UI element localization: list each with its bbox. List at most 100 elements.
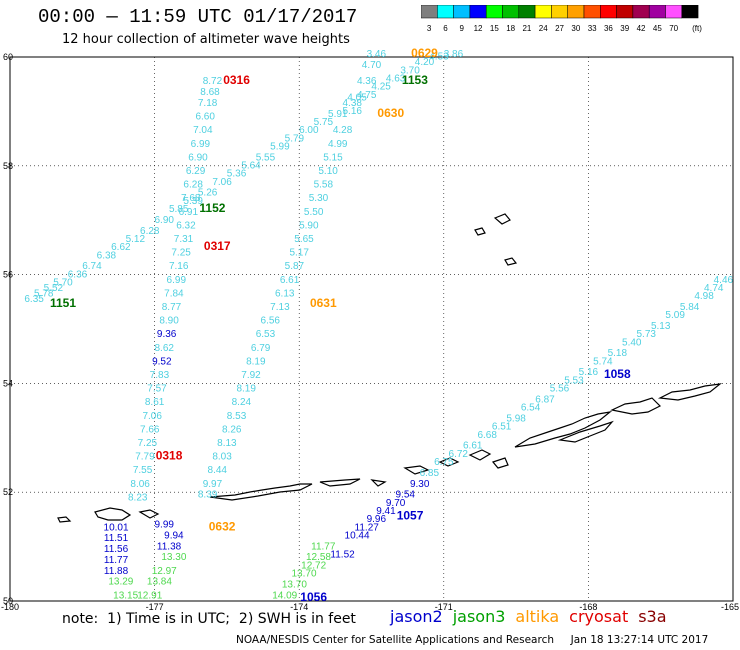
wave-height-value: 6.35 [24, 294, 44, 305]
wave-height-value: 7.57 [147, 384, 167, 395]
wave-height-value: 10.01 [104, 522, 129, 533]
page-title: 00:00 — 11:59 UTC 01/17/2017 [38, 6, 358, 28]
wave-height-value: 7.31 [174, 234, 194, 245]
wave-height-value: 5.90 [299, 220, 319, 231]
wave-height-value: 7.92 [241, 370, 261, 381]
wave-height-value: 7.84 [164, 288, 184, 299]
wave-height-value: 4.63 [386, 73, 406, 84]
wave-height-value: 7.18 [198, 98, 218, 109]
wave-height-value: 3.86 [444, 49, 464, 60]
legend-entry-altika: altika [515, 607, 560, 626]
pass-time-label: 0632 [209, 519, 236, 533]
wave-height-value: 8.24 [232, 397, 252, 408]
wave-height-value: 12.58 [306, 552, 331, 563]
wave-height-value: 6.56 [261, 316, 281, 327]
scale-label: 24 [539, 24, 548, 33]
wave-height-value: 6.61 [463, 441, 483, 452]
wave-height-value: 6.79 [251, 343, 271, 354]
wave-height-value: 6.91 [179, 207, 199, 218]
wave-height-value: 6.90 [155, 215, 175, 226]
lon-tick-label: -180 [1, 602, 19, 612]
pass-time-label: 0316 [223, 73, 250, 87]
pass-time-label: 0631 [310, 296, 337, 310]
wave-height-value: 6.74 [82, 261, 102, 272]
pass-time-label: 1151 [50, 296, 76, 310]
wave-height-value: 5.85 [169, 204, 189, 215]
wave-height-value: 5.70 [53, 277, 73, 288]
map-frame [9, 56, 734, 602]
scale-label: 36 [604, 24, 613, 33]
wave-height-value: 4.25 [371, 82, 391, 93]
wave-height-value: 8.53 [227, 411, 247, 422]
lon-tick-label: -168 [579, 602, 597, 612]
wave-height-value: 11.88 [104, 566, 129, 577]
wave-height-value: 6.28 [183, 180, 203, 191]
wave-height-value: 8.19 [246, 356, 266, 367]
wave-height-value: 6.72 [449, 449, 469, 460]
wave-height-value: 7.04 [193, 125, 213, 136]
scale-swatch [681, 5, 699, 19]
wave-height-value: 6.60 [195, 112, 215, 123]
lat-tick-label: 50 [3, 596, 13, 606]
lat-tick-label: 52 [3, 487, 13, 497]
wave-height-value: 7.06 [142, 411, 162, 422]
scale-label: 6 [443, 24, 448, 33]
satellite-tracks: 6.355.785.525.706.366.746.386.625.126.28… [24, 49, 733, 601]
pass-time-labels: 0316 0317 0318 0629 0630 0631 0632 1151 1152 1153… [50, 46, 631, 604]
scale-label: 33 [588, 24, 597, 33]
coastline [57, 213, 723, 523]
wave-height-value: 5.91 [328, 109, 348, 120]
frame-border [9, 56, 734, 602]
lon-tick-label: -174 [290, 602, 308, 612]
wave-height-value: 6.61 [280, 275, 300, 286]
scale-label: 15 [490, 24, 499, 33]
wave-height-value: 5.15 [323, 152, 343, 163]
wave-height-value: 8.61 [145, 397, 165, 408]
wave-height-value: 8.77 [162, 302, 182, 313]
wave-height-value: 4.75 [357, 90, 377, 101]
wave-height-value: 4.98 [694, 291, 714, 302]
scale-label: 3 [427, 24, 432, 33]
wave-height-value: 5.56 [550, 384, 570, 395]
legend-entry-jason3: jason3 [452, 607, 506, 626]
scale-label: 30 [571, 24, 580, 33]
wave-height-value: 7.55 [133, 465, 153, 476]
wave-height-value: 5.10 [318, 166, 338, 177]
wave-height-value: 7.16 [169, 261, 189, 272]
wave-height-value: 6.90 [188, 152, 208, 163]
scale-label: 45 [653, 24, 662, 33]
wave-height-value: 10.44 [345, 530, 370, 541]
wave-height-value: 5.13 [651, 321, 671, 332]
wave-height-value: 5.64 [241, 161, 261, 172]
page-subtitle: 12 hour collection of altimeter wave hei… [62, 32, 350, 47]
wave-height-value: 13.29 [108, 577, 133, 588]
wave-height-value: 4.05 [347, 93, 367, 104]
wave-height-value: 5.26 [198, 188, 218, 199]
wave-height-value: 6.99 [191, 139, 211, 150]
wave-height-value: 9.54 [396, 490, 416, 501]
wave-height-value: 5.84 [680, 302, 700, 313]
wave-height-value: 5.53 [564, 375, 584, 386]
wave-height-value: 7.83 [150, 370, 170, 381]
wave-height-value: 6.85 [420, 468, 440, 479]
wave-height-value: 5.12 [126, 234, 146, 245]
wave-height-value: 13.30 [161, 552, 186, 563]
pass-time-label: 1152 [199, 201, 225, 215]
wave-height-value: 5.16 [342, 106, 362, 117]
wave-height-value: 6.36 [68, 269, 88, 280]
wave-height-value: 8.13 [217, 438, 237, 449]
wave-height-value: 8.23 [128, 492, 148, 503]
legend-entry-s3a: s3a [638, 607, 667, 626]
wave-height-value: 11.77 [311, 541, 336, 552]
wave-height-value: 9.99 [155, 520, 175, 531]
wave-height-value: 12.91 [137, 590, 162, 601]
wave-height-value: 7.68 [181, 193, 201, 204]
wave-height-value: 5.16 [579, 367, 599, 378]
wave-height-value: 5.55 [256, 152, 276, 163]
scale-unit: (ft) [692, 24, 702, 33]
wave-height-value: 11.56 [104, 544, 129, 555]
wave-height-value: 5.40 [622, 337, 642, 348]
wave-height-value: 6.00 [299, 125, 319, 136]
satellite-legend: jason2 jason3 altika cryosat s3a [390, 607, 677, 626]
wave-height-value: 8.90 [159, 316, 179, 327]
